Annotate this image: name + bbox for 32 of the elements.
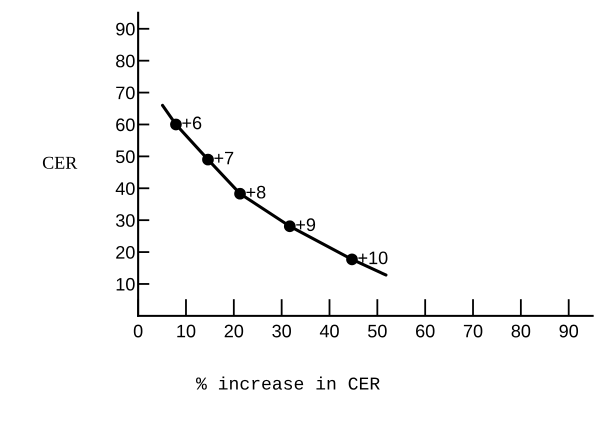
x-tick-label: 70 <box>464 324 482 338</box>
point <box>234 188 246 200</box>
y-tick-label: 90 <box>116 22 135 36</box>
y-tick-label: 10 <box>116 278 135 291</box>
y-tick-label: 40 <box>116 182 135 195</box>
x-tick-label: 40 <box>320 324 339 338</box>
point <box>170 118 182 130</box>
x-tick-label: 30 <box>272 324 291 338</box>
x-tick-label: 90 <box>560 324 578 338</box>
y-tick-label: 70 <box>116 86 135 100</box>
annotation: +6 <box>182 116 202 130</box>
y-tick-label: 60 <box>116 118 135 132</box>
x-tick-label: 20 <box>224 324 244 338</box>
point <box>346 254 358 266</box>
y-tick-label: 30 <box>116 214 135 227</box>
annotation: +8 <box>246 186 266 199</box>
line-series <box>161 104 388 277</box>
y-tick-label: 50 <box>116 150 135 164</box>
x-tick-label: 50 <box>368 324 387 338</box>
annotation: +9 <box>296 218 316 232</box>
point <box>202 154 214 166</box>
x-tick-label: 0 <box>134 324 142 338</box>
y-axis-title: CER <box>42 156 78 169</box>
y-tick-label: 20 <box>116 246 135 259</box>
point <box>284 220 296 232</box>
x-axis-title: % increase in CER <box>196 376 380 390</box>
annotation: +7 <box>214 152 234 164</box>
annotation: +10 <box>358 251 388 264</box>
y-tick-label: 80 <box>116 54 135 68</box>
x-tick-label: 10 <box>177 324 196 338</box>
x-tick-label: 60 <box>416 324 435 338</box>
x-tick-label: 80 <box>512 324 530 338</box>
